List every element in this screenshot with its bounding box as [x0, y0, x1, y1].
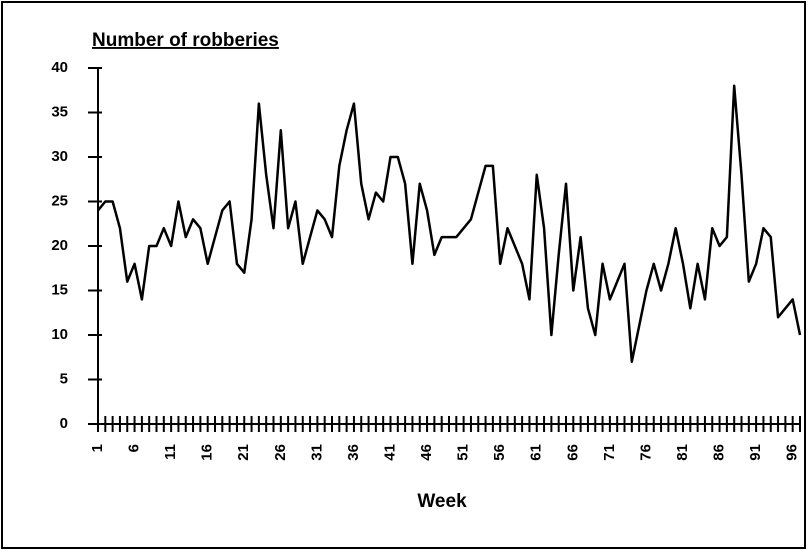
- x-tick-label: 16: [199, 444, 216, 461]
- x-axis-label: Week: [417, 491, 467, 512]
- y-tick-label: 40: [51, 59, 68, 76]
- x-tick-label: 71: [601, 444, 618, 461]
- x-tick-label: 31: [308, 444, 325, 461]
- x-tick-label: 21: [235, 444, 252, 461]
- x-tick-label: 36: [345, 444, 362, 461]
- x-tick-label: 91: [747, 444, 764, 461]
- y-tick-label: 10: [51, 326, 68, 343]
- x-tick-label: 81: [674, 444, 691, 461]
- x-tick-label: 61: [528, 444, 545, 461]
- x-tick-label: 66: [564, 444, 581, 461]
- y-tick-label: 15: [51, 281, 68, 298]
- y-tick-label: 20: [51, 237, 68, 254]
- data-line: [97, 84, 802, 363]
- y-tick-label: 25: [51, 192, 68, 209]
- y-tick-label: 30: [51, 148, 68, 165]
- x-tick-label: 96: [784, 444, 801, 461]
- x-tick-label: 76: [637, 444, 654, 461]
- x-tick-label: 11: [162, 444, 179, 460]
- y-tick-label: 5: [60, 370, 68, 387]
- x-tick-label: 6: [126, 444, 143, 452]
- x-tick-label: 51: [455, 444, 472, 461]
- x-tick-label: 46: [418, 444, 435, 461]
- x-tick-label: 26: [272, 444, 289, 461]
- x-tick-label: 41: [381, 444, 398, 461]
- x-tick-label: 56: [491, 444, 508, 461]
- x-tick-label: 86: [711, 444, 728, 461]
- x-tick-label: 1: [89, 444, 106, 452]
- chart-title: Number of robberies: [92, 30, 279, 51]
- y-tick-label: 0: [60, 415, 68, 432]
- y-tick-label: 35: [51, 103, 68, 120]
